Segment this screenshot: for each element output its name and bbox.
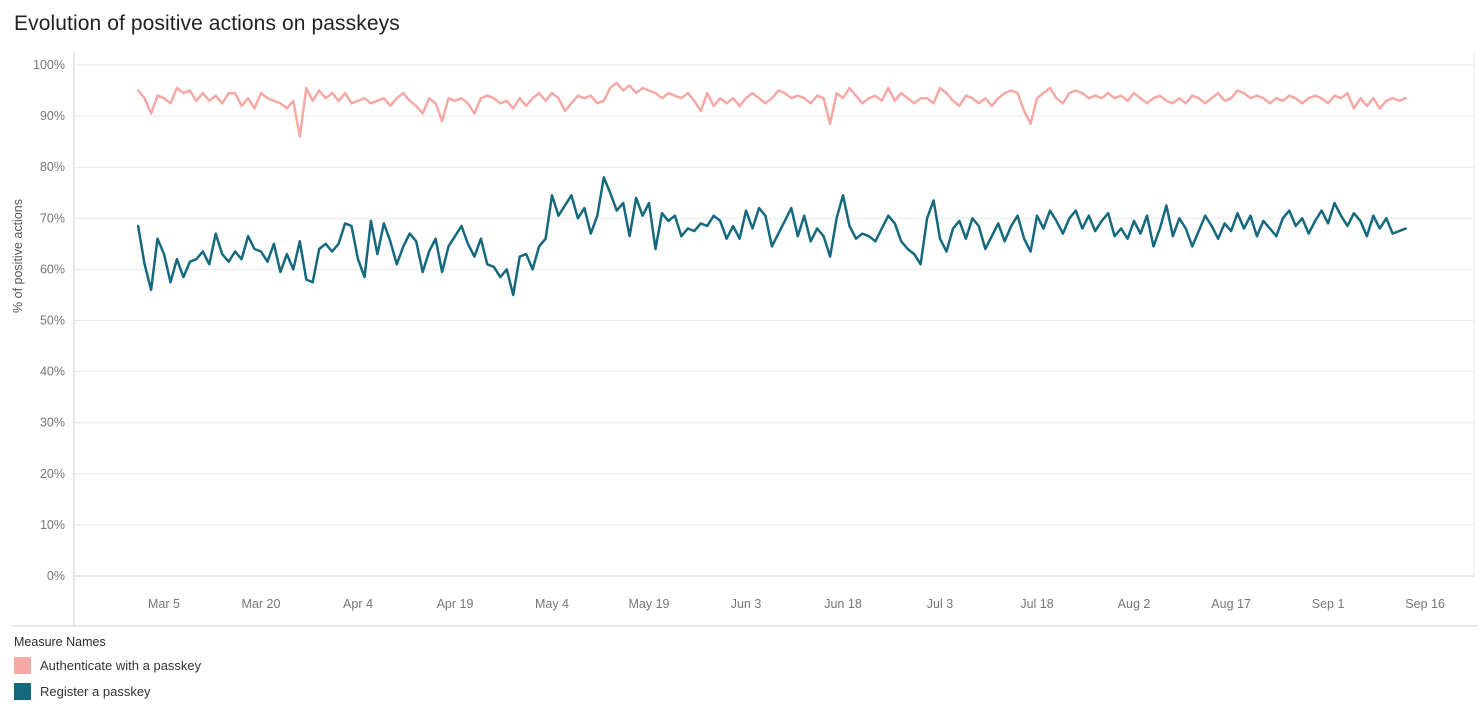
y-tick-label: 90% [40, 109, 65, 123]
legend-label-register: Register a passkey [40, 684, 151, 699]
x-tick-label: Jun 18 [824, 597, 862, 611]
y-tick-label: 30% [40, 416, 65, 430]
y-axis-title: % of positive actions [12, 199, 25, 313]
legend-title: Measure Names [14, 635, 106, 649]
x-tick-label: Sep 1 [1312, 597, 1345, 611]
y-tick-label: 20% [40, 467, 65, 481]
legend-item-register[interactable]: Register a passkey [14, 683, 1474, 700]
x-tick-label: Sep 16 [1405, 597, 1445, 611]
y-tick-label: 80% [40, 160, 65, 174]
chart-canvas[interactable]: % of positive actions 0% 10% 20% 30% 40% 50% 6… [12, 46, 1478, 631]
series-line-register [136, 176, 1407, 297]
line-chart: % of positive actions 0% 10% 20% 30% 40% 50% 6… [12, 46, 1478, 631]
legend-swatch-register-icon [14, 683, 31, 700]
y-tick-label: 60% [40, 262, 65, 276]
y-tick-label: 70% [40, 211, 65, 225]
y-tick-label: 10% [40, 518, 65, 532]
legend-item-authenticate[interactable]: Authenticate with a passkey [14, 657, 1474, 674]
x-tick-label: Mar 5 [148, 597, 180, 611]
legend-swatch-authenticate-icon [14, 657, 31, 674]
y-tick-label: 0% [47, 569, 65, 583]
x-tick-label: Mar 20 [242, 597, 281, 611]
legend: Measure Names Authenticate with a passke… [12, 635, 1474, 700]
x-tick-label: Apr 19 [437, 597, 474, 611]
x-tick-label: Jul 18 [1020, 597, 1053, 611]
x-tick-label: Apr 4 [343, 597, 373, 611]
x-tick-label: Jul 3 [927, 597, 953, 611]
y-tick-label: 50% [40, 314, 65, 328]
y-tick-label: 40% [40, 365, 65, 379]
x-tick-label: May 19 [629, 597, 670, 611]
x-tick-label: Aug 17 [1211, 597, 1251, 611]
legend-label-authenticate: Authenticate with a passkey [40, 658, 202, 673]
x-tick-label: May 4 [535, 597, 569, 611]
series-line-authenticate [136, 81, 1407, 138]
x-tick-label: Jun 3 [731, 597, 762, 611]
chart-title: Evolution of positive actions on passkey… [14, 12, 400, 35]
x-tick-label: Aug 2 [1118, 597, 1151, 611]
y-tick-label: 100% [33, 58, 65, 72]
